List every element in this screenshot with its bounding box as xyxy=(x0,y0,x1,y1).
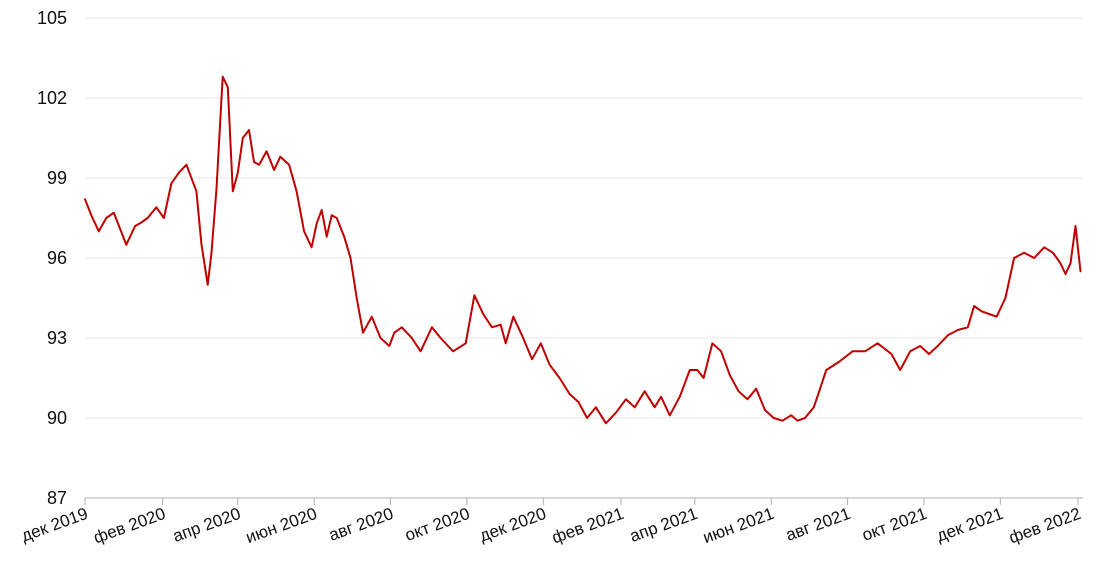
y-axis-ticks: 87 90 93 96 99 102 105 xyxy=(37,8,67,508)
series-layer xyxy=(84,75,1082,425)
gridlines xyxy=(85,17,1083,419)
y-tick-label: 93 xyxy=(47,328,67,348)
x-tick-label: дек 2021 xyxy=(934,504,1006,546)
x-tick-label: фев 2021 xyxy=(549,504,626,548)
x-axis-ticks: дек 2019 фев 2020 апр 2020 июн 2020 авг 2020… xyxy=(19,498,1083,548)
y-tick-label: 87 xyxy=(47,488,67,508)
x-tick-label: фев 2022 xyxy=(1006,504,1083,548)
y-tick-label: 96 xyxy=(47,248,67,268)
y-tick-label: 105 xyxy=(37,8,67,28)
y-tick-label: 90 xyxy=(47,408,67,428)
series-line-0 xyxy=(84,75,1082,425)
x-tick-label: авг 2020 xyxy=(326,504,396,545)
x-tick-label: апр 2021 xyxy=(627,504,700,546)
y-tick-label: 102 xyxy=(37,88,67,108)
x-tick-label: авг 2021 xyxy=(783,504,853,545)
x-tick-label: июн 2021 xyxy=(700,504,776,547)
x-tick-label: апр 2020 xyxy=(170,504,243,546)
x-tick-label: июн 2020 xyxy=(243,504,319,547)
x-tick-label: дек 2019 xyxy=(19,504,91,546)
x-tick-label: окт 2021 xyxy=(859,504,929,545)
x-tick-label: фев 2020 xyxy=(91,504,168,548)
y-tick-label: 99 xyxy=(47,168,67,188)
x-tick-label: окт 2020 xyxy=(402,504,472,545)
x-tick-label: дек 2020 xyxy=(477,504,549,546)
